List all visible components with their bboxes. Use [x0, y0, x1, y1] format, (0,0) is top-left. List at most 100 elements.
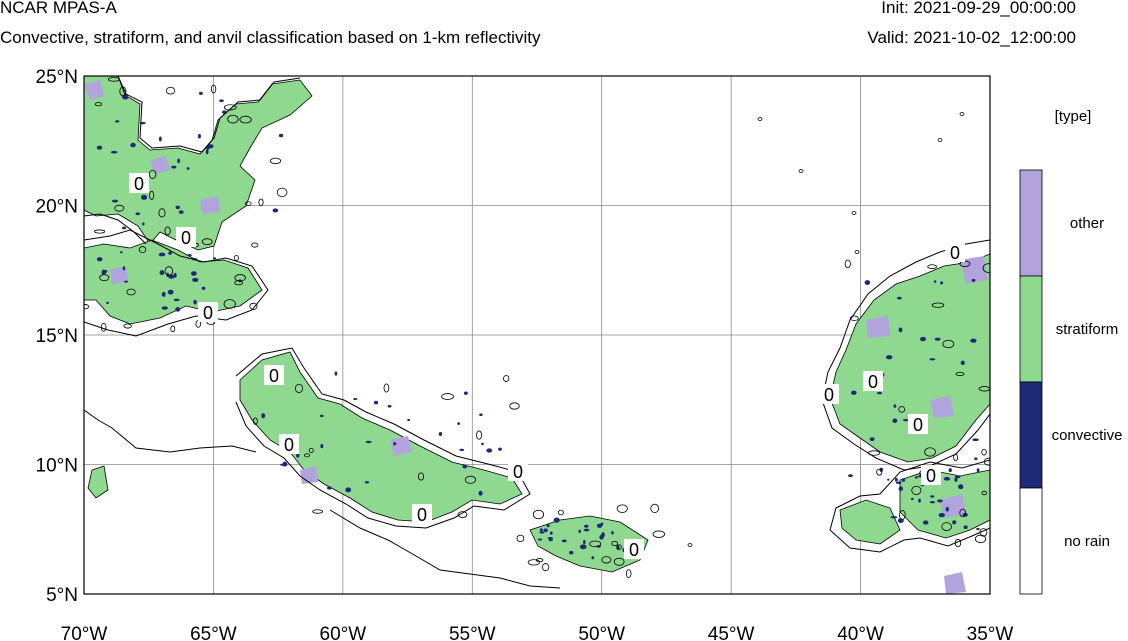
convective-cell — [186, 167, 190, 170]
contour-blob — [981, 448, 987, 456]
contour-value-label: 0 — [417, 505, 427, 525]
convective-cell — [481, 442, 484, 446]
convective-cell — [933, 280, 937, 283]
convective-cell — [193, 299, 197, 305]
contour-blob — [457, 511, 468, 518]
contour-blob — [239, 115, 252, 124]
convective-cell — [96, 145, 103, 150]
convective-cell — [596, 523, 603, 528]
contour-blob — [114, 204, 125, 212]
contour-blob — [417, 472, 425, 481]
convective-cell — [887, 478, 890, 481]
contour-blob — [383, 383, 390, 393]
convective-cell — [479, 413, 483, 417]
contour-label-bg — [624, 539, 644, 559]
latitude-labels: 25°N 20°N 15°N 10°N 5°N — [36, 67, 78, 606]
lon-tick-label: 55°W — [449, 624, 496, 641]
contour-blob — [931, 302, 945, 308]
convective-cell — [897, 296, 902, 300]
contour-blob — [509, 402, 520, 410]
contour-blob — [959, 112, 965, 116]
contour-blob — [84, 304, 90, 310]
other-patch-7 — [866, 316, 890, 338]
contour-labels: 0 0 0 0 0 0 0 0 0 0 0 0 0 — [129, 173, 965, 560]
convective-cell — [543, 528, 548, 533]
contour-value-label: 0 — [513, 462, 523, 482]
contour-blob — [516, 534, 525, 542]
contour-blob — [227, 114, 239, 124]
convective-cell — [190, 271, 197, 276]
contour-label-bg — [819, 384, 839, 404]
contour-blob — [981, 490, 987, 496]
convective-cell — [110, 150, 118, 154]
lat-tick-label: 25°N — [36, 67, 78, 88]
contour-value-label: 0 — [913, 415, 923, 435]
contour-blob — [876, 468, 883, 476]
convective-cell — [161, 306, 168, 310]
contour-label-bg — [412, 504, 432, 524]
convective-cell — [158, 252, 166, 257]
contour-blob — [527, 559, 540, 566]
contour-band-outline — [235, 347, 531, 529]
convective-cell — [345, 487, 352, 493]
contour-blob — [276, 187, 288, 198]
convective-cell — [173, 272, 177, 278]
convective-cell — [320, 443, 324, 449]
convective-cell — [187, 254, 192, 257]
contour-value-label: 0 — [868, 372, 878, 392]
legend-swatch — [1019, 381, 1043, 489]
convective-cell — [869, 437, 875, 442]
contour-blob — [94, 229, 106, 234]
contour-blob — [687, 543, 693, 547]
contour-west-coast — [84, 409, 257, 453]
convective-cell — [934, 337, 941, 341]
contour-blob — [899, 510, 906, 520]
convective-cell — [929, 358, 936, 361]
contour-blob — [294, 383, 304, 393]
lat-tick-label: 5°N — [46, 585, 78, 606]
convective-cell — [353, 397, 358, 401]
contour-blob — [601, 556, 612, 564]
legend-swatch — [1019, 169, 1043, 277]
convective-cell — [198, 91, 203, 95]
convective-cell — [463, 391, 468, 395]
convective-cell — [578, 529, 581, 534]
convective-cell — [462, 464, 468, 469]
convective-cell — [553, 517, 560, 523]
convective-cell — [168, 251, 172, 255]
convective-cell — [847, 474, 854, 478]
convective-cell — [101, 269, 106, 275]
legend-item-label: other — [1070, 215, 1104, 232]
contour-blob — [611, 540, 619, 547]
convective-cell — [261, 413, 266, 419]
convective-cell — [611, 531, 614, 535]
convective-cell — [407, 418, 411, 422]
contour-blob — [650, 503, 660, 513]
contour-blob — [844, 259, 851, 269]
legend-title: [type] — [1055, 108, 1092, 125]
contour-blob — [94, 102, 103, 107]
convective-cell — [898, 327, 903, 333]
convective-cell — [213, 257, 217, 260]
convective-cell — [851, 390, 857, 395]
lon-tick-label: 45°W — [708, 624, 755, 641]
convective-cell — [895, 481, 902, 484]
map-frame — [83, 75, 991, 595]
convective-cell — [96, 257, 103, 262]
contour-blob — [308, 447, 314, 454]
convective-cell — [952, 520, 957, 525]
stratiform-spot-southwest — [87, 465, 109, 499]
convective-cell — [364, 481, 370, 484]
convective-cell — [139, 121, 146, 125]
contour-blob — [464, 475, 477, 484]
convective-cell — [920, 336, 926, 342]
contour-blob — [911, 485, 922, 495]
contour-blob — [223, 299, 236, 309]
other-patch-2 — [150, 156, 170, 174]
convective-cell — [902, 419, 909, 422]
contour-blob — [476, 430, 482, 440]
other-patch-11 — [200, 196, 220, 214]
contour-blob — [589, 540, 602, 548]
contour-blob — [165, 86, 176, 95]
